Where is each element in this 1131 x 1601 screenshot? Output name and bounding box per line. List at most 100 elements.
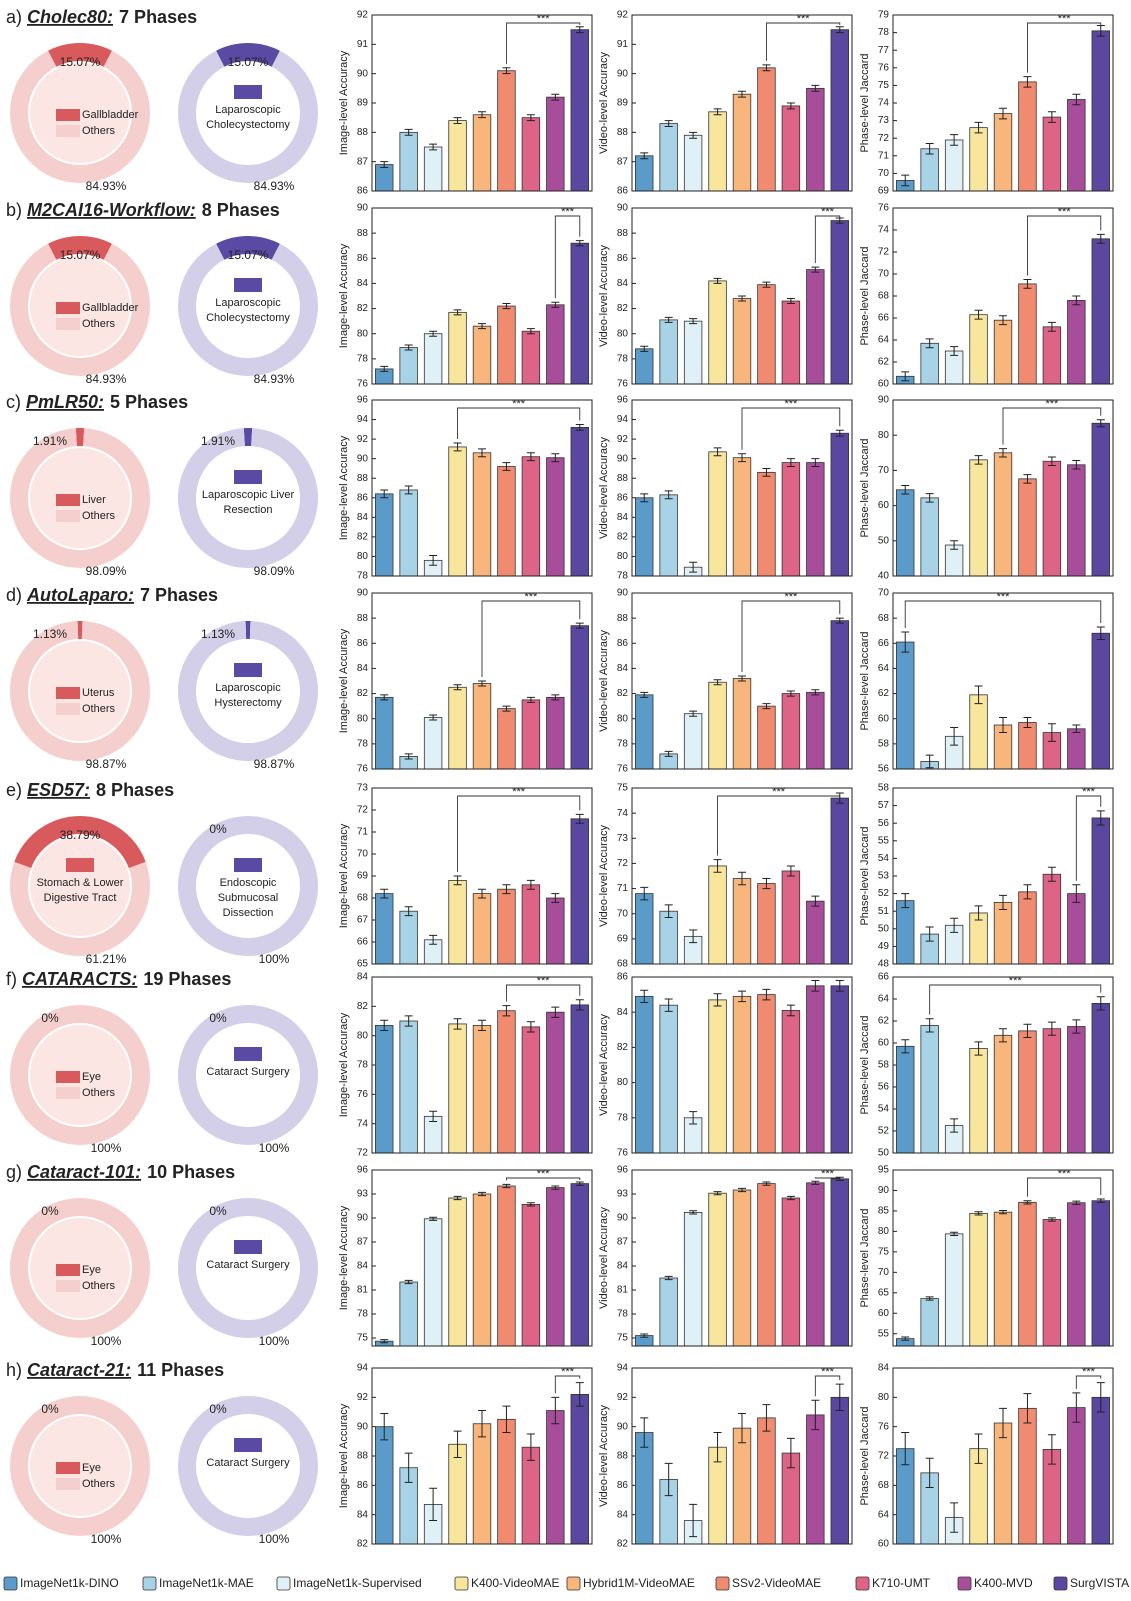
bar <box>993 1422 1013 1545</box>
error-bar <box>551 1396 560 1425</box>
donut-segment <box>9 861 151 957</box>
error-bar <box>1072 1200 1081 1205</box>
y-tick-label: 75 <box>878 1247 890 1258</box>
donut-category-label: Gallbladder <box>82 109 139 121</box>
phase-count: 8 Phases <box>96 780 174 800</box>
plot-frame <box>631 787 853 965</box>
error-bar <box>1072 295 1081 306</box>
y-tick-label: 66 <box>878 972 890 983</box>
donut-value-label: 0% <box>41 1402 59 1416</box>
donut-category-label: Others <box>82 318 116 330</box>
bar <box>806 87 825 192</box>
bar <box>399 489 418 577</box>
y-tick-label: 78 <box>357 1309 369 1320</box>
label-icon <box>56 494 80 506</box>
legend-swatch <box>276 1576 291 1591</box>
y-tick-label: 49 <box>878 941 890 952</box>
phase-count: 5 Phases <box>110 392 188 412</box>
bar <box>830 220 849 385</box>
bar <box>546 1410 565 1545</box>
bar <box>830 1396 849 1545</box>
y-tick-label: 66 <box>878 313 890 324</box>
y-tick-label: 84 <box>617 1007 629 1018</box>
y-axis-title: Phase-level Jaccard <box>859 438 871 537</box>
y-tick-label: 75 <box>617 1333 629 1344</box>
error-bar <box>380 365 389 372</box>
y-tick-label: 76 <box>878 203 890 214</box>
label-icon <box>56 510 80 522</box>
bar <box>635 348 654 385</box>
donut-value-label: 98.09% <box>86 564 127 578</box>
error-bar <box>380 1412 389 1441</box>
donut-value-label: 1.91% <box>33 434 67 448</box>
phase-count: 11 Phases <box>137 1360 224 1380</box>
error-bar <box>1047 723 1056 742</box>
bar <box>1067 1202 1086 1347</box>
error-bar <box>901 1039 910 1054</box>
bar <box>1067 1407 1086 1545</box>
error-bar <box>380 489 389 499</box>
y-tick-label: 69 <box>878 186 890 197</box>
y-tick-label: 88 <box>357 127 369 138</box>
bar <box>969 912 988 965</box>
bar <box>1042 1219 1062 1347</box>
y-tick-label: 90 <box>617 588 629 599</box>
error-bar <box>551 694 560 701</box>
y-tick-label: 50 <box>878 1148 890 1159</box>
bar <box>1091 1003 1110 1154</box>
y-axis-title: Video-level Accuracy <box>598 52 610 154</box>
significance-bracket <box>554 1375 581 1394</box>
error-bar <box>974 121 983 134</box>
bar <box>830 797 849 965</box>
error-bar <box>1096 233 1105 244</box>
error-bar <box>526 328 535 335</box>
error-bar <box>762 64 771 72</box>
y-tick-label: 71 <box>617 883 629 894</box>
error-bar <box>502 303 511 310</box>
plot-frame <box>371 787 593 965</box>
plot-frame <box>371 399 593 577</box>
bar <box>944 139 964 192</box>
legend-swatch <box>3 1576 18 1591</box>
error-bar <box>811 895 820 907</box>
y-tick-label: 86 <box>357 638 369 649</box>
plot-frame <box>631 14 853 192</box>
bar <box>1042 116 1062 192</box>
error-bar <box>974 685 983 705</box>
significance-bracket <box>505 1177 581 1181</box>
error-bar <box>925 1296 934 1301</box>
error-bar <box>786 1195 795 1201</box>
bar <box>1091 422 1110 577</box>
y-tick-label: 82 <box>357 303 369 314</box>
y-tick-label: 81 <box>357 1285 369 1296</box>
error-bar <box>999 894 1007 910</box>
y-tick-label: 87 <box>617 1237 629 1248</box>
donut-center-label-box: Laparoscopic Cholecystectomy <box>206 104 290 131</box>
label-icon <box>56 125 80 137</box>
significance-bracket <box>814 1177 841 1180</box>
error-bar <box>901 174 910 187</box>
y-tick-label: 64 <box>878 335 890 346</box>
error-bar <box>999 315 1007 326</box>
error-bar <box>786 1004 795 1017</box>
bar <box>423 146 443 192</box>
y-tick-label: 88 <box>617 473 629 484</box>
y-tick-label: 88 <box>617 1451 629 1462</box>
y-tick-label: 92 <box>357 10 369 21</box>
bar <box>497 1185 516 1347</box>
dataset-name: M2CAI16-Workflow: <box>27 200 196 220</box>
y-tick-label: 79 <box>878 10 890 21</box>
dataset-name: Cataract-21: <box>27 1360 131 1380</box>
bar <box>757 994 776 1154</box>
y-tick-label: 68 <box>878 613 890 624</box>
bar <box>1018 1201 1037 1347</box>
y-tick-label: 64 <box>878 994 890 1005</box>
bar <box>472 114 492 192</box>
error-bar <box>762 878 771 890</box>
error-bar <box>925 1457 934 1489</box>
bar <box>781 105 801 192</box>
error-bar <box>738 1187 746 1193</box>
plot-frame <box>892 399 1114 577</box>
error-bar <box>1023 474 1032 484</box>
error-bar <box>1096 626 1105 641</box>
